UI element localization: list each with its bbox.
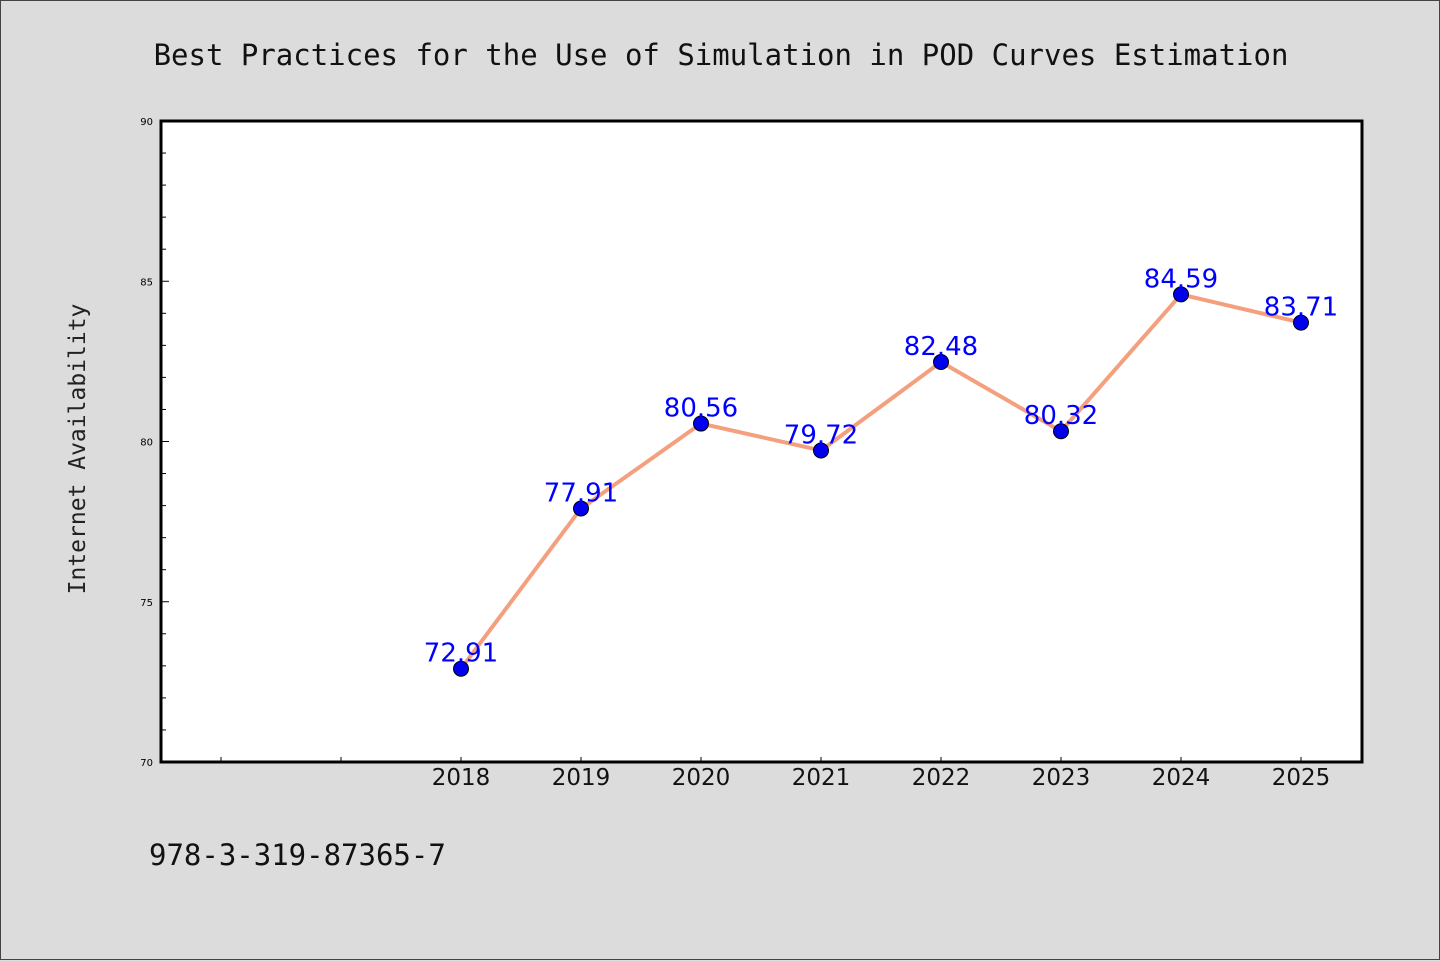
plot-area: [161, 121, 1362, 762]
data-label: 72.91: [424, 639, 498, 669]
y-tick-label: 70: [140, 758, 153, 769]
data-point-marker: [1293, 314, 1309, 331]
data-point-marker: [933, 354, 949, 371]
y-tick-label: 80: [140, 438, 153, 449]
y-tick-label: 75: [140, 598, 153, 609]
data-point-marker: [1053, 423, 1069, 440]
x-tick-label: 2019: [552, 765, 611, 791]
y-axis-label: Internet Availability: [65, 304, 91, 595]
footnote-isbn: 978-3-319-87365-7: [149, 838, 446, 872]
series-line: [459, 292, 1302, 670]
y-tick-label: 90: [140, 117, 153, 128]
x-tick-label: 2022: [912, 765, 971, 791]
data-label: 83.71: [1264, 293, 1338, 323]
x-tick-label: 2024: [1152, 765, 1211, 791]
data-point-marker: [573, 500, 589, 517]
data-point-marker: [693, 415, 709, 432]
data-point-marker: [453, 660, 469, 677]
data-label: 80.32: [1024, 401, 1098, 431]
plot-border: [159, 119, 1364, 764]
x-tick-label: 2020: [672, 765, 731, 791]
data-label: 84.59: [1144, 264, 1218, 294]
x-axis-ticks: 2018 2019 2020 2021 2022 2023 2024 2025: [220, 757, 1331, 791]
data-label: 82.48: [904, 332, 978, 362]
data-point-marker: [1173, 286, 1189, 303]
data-label: 79.72: [784, 420, 858, 450]
series-layer: [453, 286, 1309, 677]
data-label-layer: 72.91 77.91 80.56 79.72 82.48 80.32 84.59 83.71: [424, 264, 1338, 668]
x-tick-label: 2023: [1032, 765, 1091, 791]
y-tick-label: 85: [140, 277, 153, 288]
data-label: 80.56: [664, 394, 738, 424]
x-tick-label: 2025: [1272, 765, 1331, 791]
x-tick-label: 2021: [792, 765, 851, 791]
chart-title: Best Practices for the Use of Simulation…: [154, 38, 1289, 72]
data-label: 77.91: [544, 478, 618, 508]
data-point-marker: [813, 442, 829, 459]
x-tick-label: 2018: [432, 765, 491, 791]
